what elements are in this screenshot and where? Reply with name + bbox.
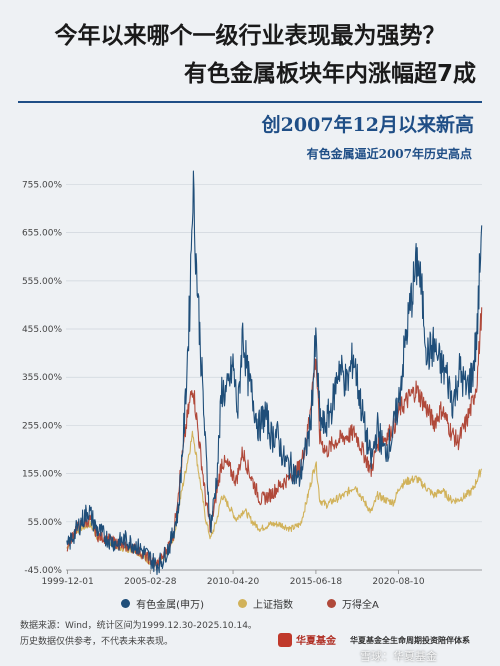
- y-tick-label: -45.00%: [24, 566, 62, 576]
- brand-slogan: 华夏基金全生命周期投资陪伴体系: [350, 636, 470, 645]
- line-chart: -45.00% 55.00% 155.00% 255.00% 355.00% 455.00…: [22, 170, 483, 587]
- x-tick-label: 2015-06-18: [290, 577, 343, 587]
- watermark: 雪球：华夏基金: [360, 650, 437, 663]
- brand-logo: 华夏基金: [278, 632, 336, 647]
- title-divider: [18, 101, 482, 103]
- legend-dot-icon: [237, 599, 247, 608]
- chart-legend: 有色金属(申万) 上证指数 万得全A: [0, 596, 500, 611]
- y-tick-label: 155.00%: [22, 470, 62, 480]
- series-line-wind-a: [66, 307, 483, 570]
- brand-name: 华夏基金: [296, 636, 336, 647]
- series-line-nonferrous: [66, 170, 483, 576]
- legend-label: 万得全A: [341, 600, 379, 611]
- y-tick-label: 255.00%: [22, 421, 62, 431]
- legend-dot-icon: [121, 599, 131, 608]
- highlight-subtitle: 创2007年12月以来新高: [261, 114, 474, 136]
- main-subtitle: 有色金属板块年内涨幅超7成: [183, 61, 476, 87]
- x-tick-label: 2020-08-10: [372, 577, 425, 587]
- x-tick-label: 1999-12-01: [41, 577, 93, 587]
- y-tick-label: 655.00%: [22, 229, 62, 239]
- x-tick-label: 2010-04-20: [207, 577, 260, 587]
- y-tick-label: 55.00%: [28, 518, 63, 528]
- x-tick-label: 2005-02-28: [124, 577, 177, 587]
- disclaimer-note: 历史数据仅供参考，不代表未来表现。: [20, 637, 174, 647]
- y-tick-label: 755.00%: [22, 180, 62, 190]
- legend-item-shanghai: 上证指数: [237, 596, 293, 611]
- legend-label: 上证指数: [252, 600, 293, 611]
- legend-label: 有色金属(申万): [136, 600, 204, 611]
- y-tick-label: 355.00%: [22, 373, 62, 383]
- legend-item-nonferrous: 有色金属(申万): [121, 596, 204, 611]
- chart-annotation: 有色金属逼近2007年历史高点: [306, 147, 472, 161]
- source-note: 数据来源：Wind，统计区间为1999.12.30-2025.10.14。: [20, 621, 257, 631]
- brand-mark-icon: [278, 632, 292, 647]
- legend-dot-icon: [326, 599, 336, 608]
- y-tick-label: 455.00%: [22, 325, 62, 335]
- series-line-shanghai: [66, 430, 483, 567]
- legend-item-wind-a: 万得全A: [326, 596, 379, 611]
- y-tick-label: 555.00%: [22, 277, 62, 287]
- main-title: 今年以来哪个一级行业表现最为强势？: [54, 23, 446, 49]
